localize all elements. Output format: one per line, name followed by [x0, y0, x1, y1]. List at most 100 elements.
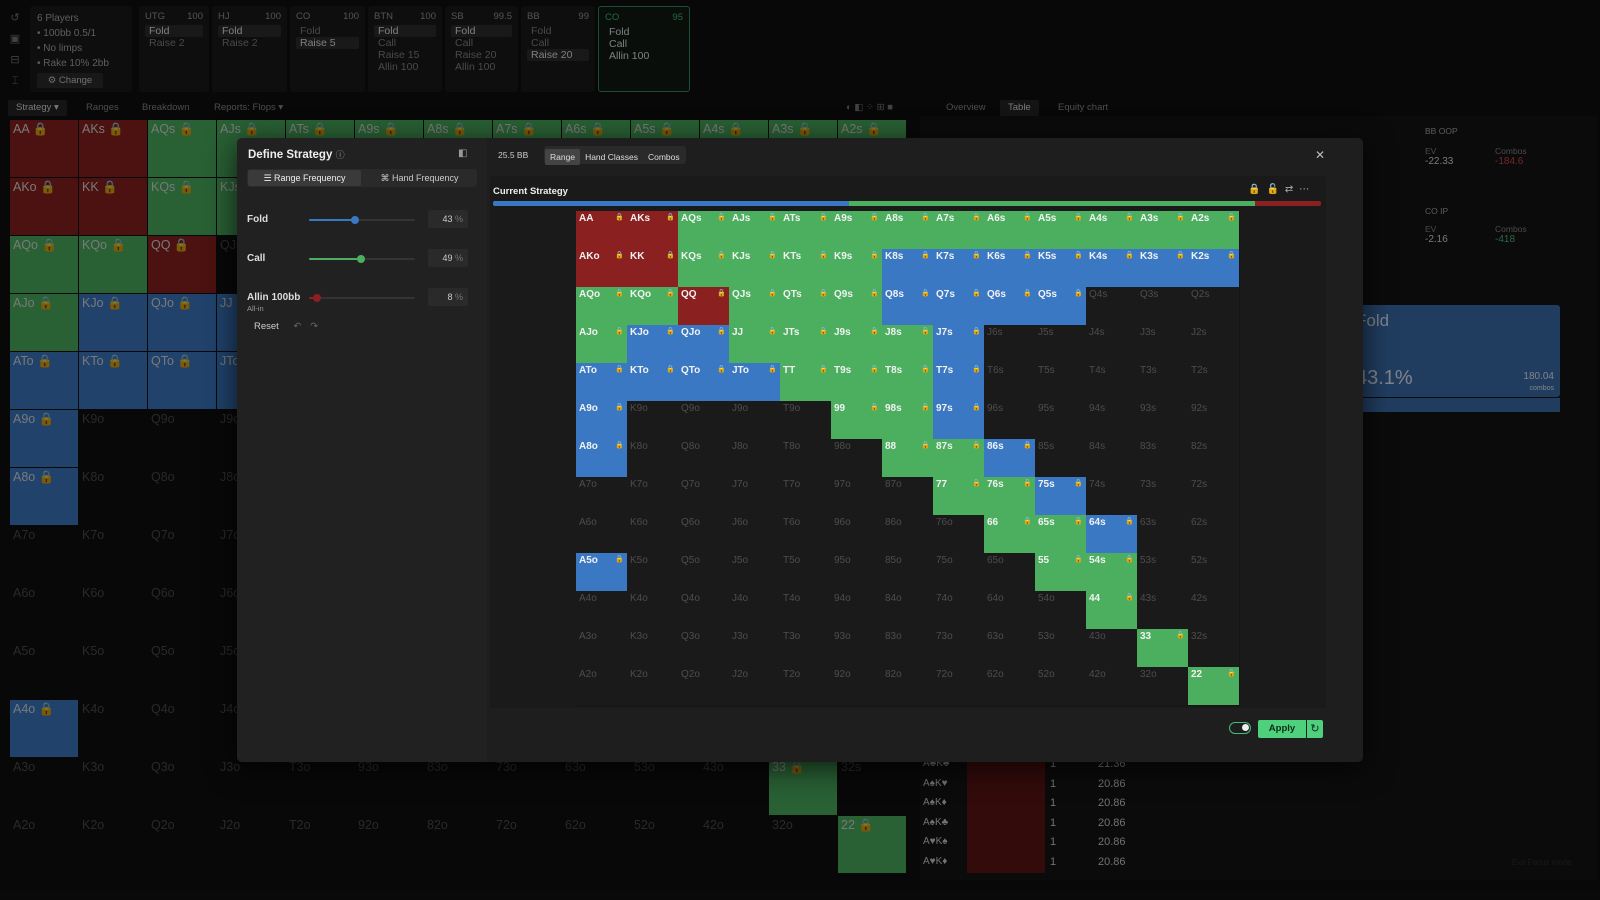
hand-cell-t3o[interactable]: T3o: [780, 629, 832, 668]
action-option[interactable]: Raise 2: [149, 37, 185, 49]
hand-cell-32s[interactable]: 32s: [1188, 629, 1240, 668]
hand-cell-a9s[interactable]: A9s 🔒: [831, 211, 883, 250]
hand-cell-94s[interactable]: 94s: [1086, 401, 1138, 440]
hand-cell-q9o[interactable]: Q9o: [678, 401, 730, 440]
hand-cell-kjo[interactable]: KJo 🔒: [627, 325, 679, 364]
hand-cell-52o[interactable]: 52o: [1035, 667, 1087, 706]
tab-overview[interactable]: Overview: [946, 102, 986, 113]
hand-cell-j2s[interactable]: J2s: [1188, 325, 1240, 364]
hand-cell-73s[interactable]: 73s: [1137, 477, 1189, 516]
hand-cell-94o[interactable]: 94o: [831, 591, 883, 630]
action-percent-input[interactable]: 8 %: [428, 288, 468, 306]
hand-cell-43o[interactable]: 43o: [1086, 629, 1138, 668]
hand-cell-k5o[interactable]: K5o: [627, 553, 679, 592]
hand-cell-65s[interactable]: 65s 🔒: [1035, 515, 1087, 554]
hand-cell-k2s[interactable]: K2s 🔒: [1188, 249, 1240, 288]
hand-cell-55[interactable]: 55 🔒: [1035, 553, 1087, 592]
hand-cell-92s[interactable]: 92s: [1188, 401, 1240, 440]
hand-cell-44[interactable]: 44 🔒: [1086, 591, 1138, 630]
hand-cell-qts[interactable]: QTs 🔒: [780, 287, 832, 326]
hand-cell-33[interactable]: 33 🔒: [1137, 629, 1189, 668]
tab-strategy[interactable]: Strategy ▾: [8, 100, 67, 116]
hand-cell-k4o[interactable]: K4o: [627, 591, 679, 630]
hand-cell-j5s[interactable]: J5s: [1035, 325, 1087, 364]
hand-cell-82o[interactable]: 82o: [882, 667, 934, 706]
position-card-hj[interactable]: HJ 100 Fold Raise 2: [212, 6, 287, 92]
hand-cell-t7o[interactable]: T7o: [780, 477, 832, 516]
position-card-bb[interactable]: BB 99 Fold Call Raise 20: [521, 6, 595, 92]
hand-cell-q4s[interactable]: Q4s: [1086, 287, 1138, 326]
hand-cell-32o[interactable]: 32o: [1137, 667, 1189, 706]
hand-cell-t9s[interactable]: T9s 🔒: [831, 363, 883, 402]
hand-cell-64o[interactable]: 64o: [984, 591, 1036, 630]
hand-cell-j3s[interactable]: J3s: [1137, 325, 1189, 364]
hand-cell-t2o[interactable]: T2o: [780, 667, 832, 706]
hand-cell-87s[interactable]: 87s 🔒: [933, 439, 985, 478]
hand-cell-aks[interactable]: AKs 🔒: [627, 211, 679, 250]
exit-focus-mode[interactable]: Exit Focus mode: [1512, 858, 1572, 867]
fold-summary-tile[interactable]: Fold 43.1% 180.04 combos: [1350, 305, 1560, 397]
hand-cell-a4s[interactable]: A4s 🔒: [1086, 211, 1138, 250]
hand-cell-72o[interactable]: 72o: [933, 667, 985, 706]
hand-cell-j5o[interactable]: J5o: [729, 553, 781, 592]
hand-cell-j9s[interactable]: J9s 🔒: [831, 325, 883, 364]
action-slider-track[interactable]: [309, 255, 415, 263]
action-option[interactable]: Call: [378, 37, 397, 49]
hand-cell-aqs[interactable]: AQs 🔒: [678, 211, 730, 250]
position-card-sb[interactable]: SB 99.5 Fold Call Raise 20 Allin 100: [445, 6, 518, 92]
hand-cell-96o[interactable]: 96o: [831, 515, 883, 554]
combo-row[interactable]: A♠K♥ 1 20.86: [920, 774, 1150, 795]
action-option[interactable]: Raise 20: [527, 49, 589, 61]
hand-cell-q7s[interactable]: Q7s 🔒: [933, 287, 985, 326]
hand-cell-a8s[interactable]: A8s 🔒: [882, 211, 934, 250]
hand-cell-k7o[interactable]: K7o: [627, 477, 679, 516]
hand-cell-q4o[interactable]: Q4o: [678, 591, 730, 630]
hand-cell-63s[interactable]: 63s: [1137, 515, 1189, 554]
hand-cell-j7o[interactable]: J7o: [729, 477, 781, 516]
hand-cell-kjs[interactable]: KJs 🔒: [729, 249, 781, 288]
hand-cell-k9s[interactable]: K9s 🔒: [831, 249, 883, 288]
hand-cell-t5s[interactable]: T5s: [1035, 363, 1087, 402]
hand-cell-93o[interactable]: 93o: [831, 629, 883, 668]
hand-cell-q6o[interactable]: Q6o: [678, 515, 730, 554]
hand-cell-k6s[interactable]: K6s 🔒: [984, 249, 1036, 288]
hand-cell-q8o[interactable]: Q8o: [678, 439, 730, 478]
hand-cell-k4s[interactable]: K4s 🔒: [1086, 249, 1138, 288]
hand-cell-qjs[interactable]: QJs 🔒: [729, 287, 781, 326]
position-card-utg[interactable]: UTG 100 Fold Raise 2: [139, 6, 209, 92]
hand-cell-t7s[interactable]: T7s 🔒: [933, 363, 985, 402]
hand-cell-a2s[interactable]: A2s 🔒: [1188, 211, 1240, 250]
combo-row[interactable]: A♥K♠ 1 20.86: [920, 833, 1150, 854]
unlock-icon[interactable]: 🔓: [1266, 184, 1285, 195]
hand-cell-a7o[interactable]: A7o: [576, 477, 628, 516]
save-icon[interactable]: ▣: [9, 33, 21, 45]
hand-cell-tt[interactable]: TT 🔒: [780, 363, 832, 402]
action-option[interactable]: Call: [531, 37, 550, 49]
redo-icon[interactable]: ↷: [310, 321, 319, 332]
tab-ranges[interactable]: Ranges: [86, 102, 119, 113]
hand-cell-q5s[interactable]: Q5s 🔒: [1035, 287, 1087, 326]
hand-cell-j3o[interactable]: J3o: [729, 629, 781, 668]
hand-cell-k5s[interactable]: K5s 🔒: [1035, 249, 1087, 288]
hand-cell-98o[interactable]: 98o: [831, 439, 883, 478]
tab-breakdown[interactable]: Breakdown: [142, 102, 190, 113]
hand-cell-qq[interactable]: QQ 🔒: [678, 287, 730, 326]
hand-cell-qjo[interactable]: QJo 🔒: [678, 325, 730, 364]
combo-row[interactable]: A♠K♣ 1 20.86: [920, 813, 1150, 834]
auto-apply-toggle[interactable]: [1229, 722, 1251, 734]
hand-cell-k3o[interactable]: K3o: [627, 629, 679, 668]
more-icon[interactable]: ⋯: [1299, 184, 1316, 195]
hand-cell-k7s[interactable]: K7s 🔒: [933, 249, 985, 288]
hand-cell-93s[interactable]: 93s: [1137, 401, 1189, 440]
table-icon[interactable]: ⊟: [10, 54, 20, 66]
hand-cell-77[interactable]: 77 🔒: [933, 477, 985, 516]
hand-cell-43s[interactable]: 43s: [1137, 591, 1189, 630]
refresh-icon[interactable]: ↻: [1307, 720, 1323, 738]
hand-cell-95s[interactable]: 95s: [1035, 401, 1087, 440]
hand-cell-q8s[interactable]: Q8s 🔒: [882, 287, 934, 326]
hand-cell-k9o[interactable]: K9o: [627, 401, 679, 440]
hand-cell-jj[interactable]: JJ 🔒: [729, 325, 781, 364]
tab-combos[interactable]: Combos: [647, 152, 680, 162]
hand-cell-62s[interactable]: 62s: [1188, 515, 1240, 554]
hand-cell-a9o[interactable]: A9o 🔒: [576, 401, 628, 440]
